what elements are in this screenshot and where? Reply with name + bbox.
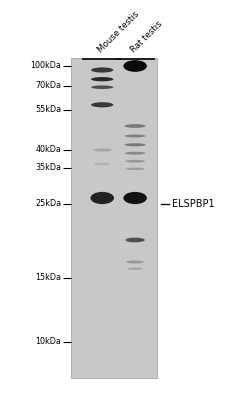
- Ellipse shape: [91, 102, 113, 107]
- Ellipse shape: [125, 134, 146, 138]
- Text: 70kDa: 70kDa: [35, 82, 61, 90]
- Text: Mouse testis: Mouse testis: [96, 9, 141, 54]
- Ellipse shape: [123, 60, 147, 72]
- Ellipse shape: [125, 168, 145, 170]
- Ellipse shape: [125, 143, 146, 146]
- Text: 100kDa: 100kDa: [30, 62, 61, 70]
- Text: 10kDa: 10kDa: [35, 338, 61, 346]
- Bar: [70, 58, 157, 378]
- Text: 35kDa: 35kDa: [35, 164, 61, 172]
- Ellipse shape: [90, 192, 114, 204]
- Ellipse shape: [125, 124, 146, 128]
- Ellipse shape: [125, 160, 145, 162]
- Ellipse shape: [127, 268, 143, 270]
- Text: 40kDa: 40kDa: [35, 146, 61, 154]
- Text: 55kDa: 55kDa: [35, 106, 61, 114]
- Ellipse shape: [94, 163, 110, 165]
- Ellipse shape: [91, 77, 113, 81]
- Ellipse shape: [91, 86, 113, 89]
- Ellipse shape: [93, 148, 112, 152]
- Ellipse shape: [125, 152, 145, 155]
- Text: ELSPBP1: ELSPBP1: [172, 199, 214, 209]
- Ellipse shape: [91, 68, 113, 72]
- Text: 25kDa: 25kDa: [35, 200, 61, 208]
- Ellipse shape: [123, 192, 147, 204]
- Ellipse shape: [125, 238, 145, 242]
- Text: 15kDa: 15kDa: [35, 274, 61, 282]
- Ellipse shape: [126, 260, 144, 264]
- Text: Rat testis: Rat testis: [129, 19, 164, 54]
